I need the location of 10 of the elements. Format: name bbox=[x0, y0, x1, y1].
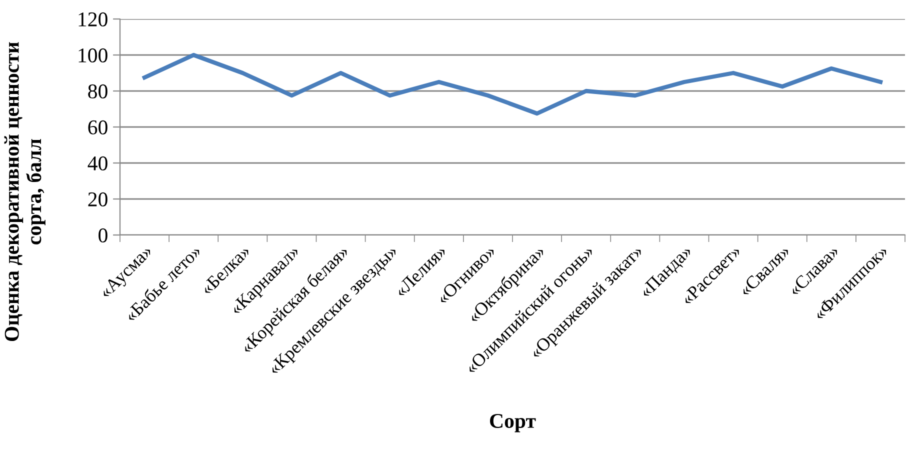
y-tick-label: 100 bbox=[78, 48, 108, 62]
y-tick-label: 60 bbox=[88, 120, 108, 134]
x-axis-title: Сорт bbox=[490, 414, 536, 432]
line-series bbox=[142, 52, 883, 116]
y-tick-label: 120 bbox=[78, 12, 108, 26]
y-tick-label: 20 bbox=[88, 192, 108, 206]
y-tick-label: 0 bbox=[98, 228, 108, 242]
y-tick-label: 80 bbox=[88, 84, 108, 98]
y-tick-label: 40 bbox=[88, 156, 108, 170]
y-axis-title: Оценка декоративной ценности сорта, балл bbox=[4, 42, 46, 342]
